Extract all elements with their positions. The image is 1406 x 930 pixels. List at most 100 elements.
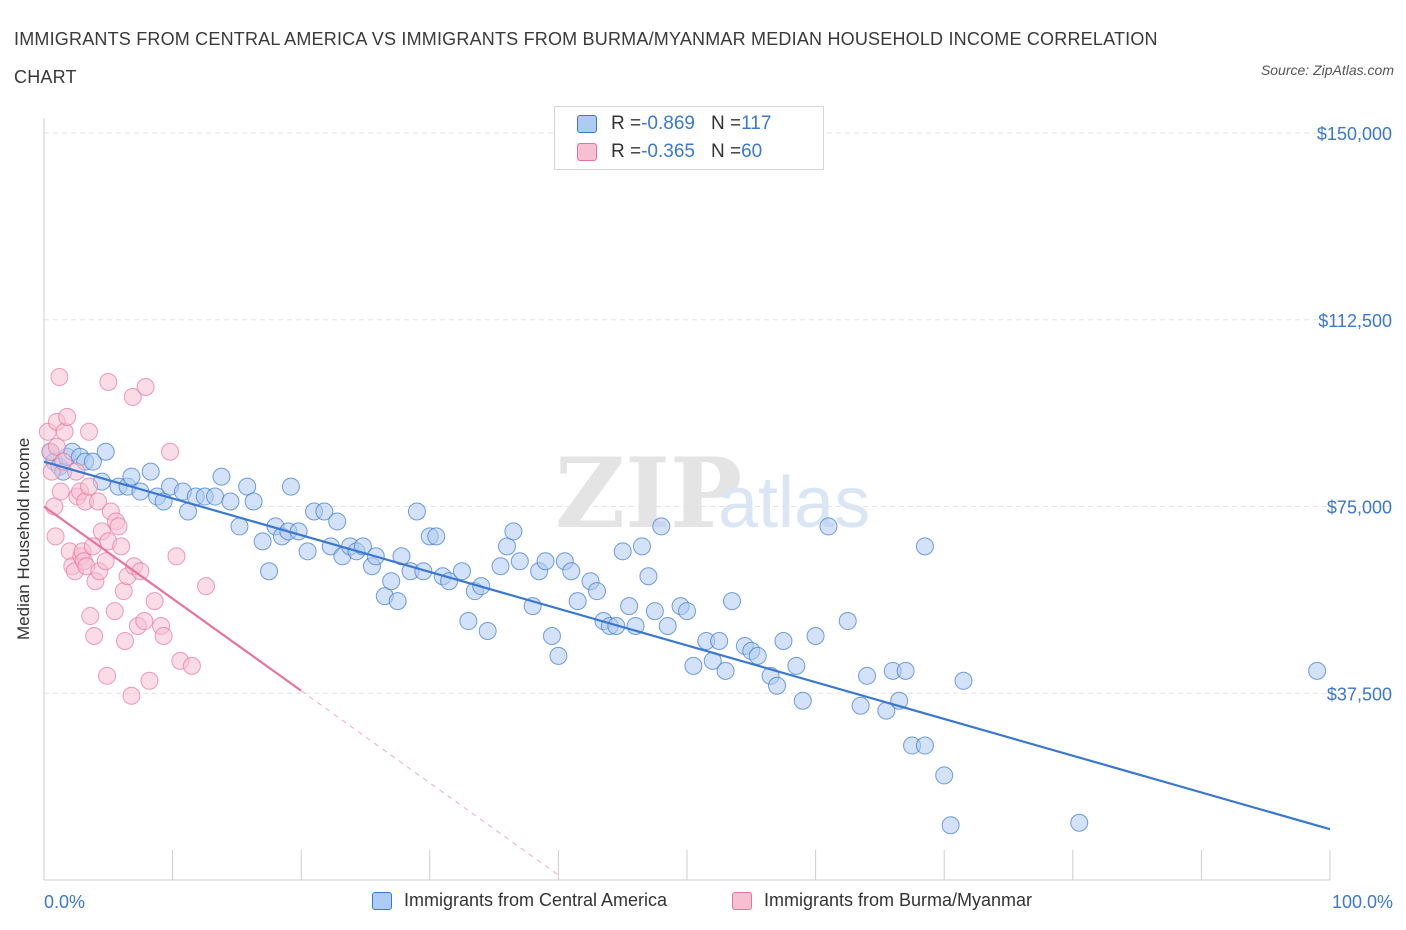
x-tick-label: 0.0% (44, 892, 85, 912)
point-central-america (710, 631, 729, 650)
point-burma (114, 582, 133, 601)
point-central-america (645, 602, 664, 621)
point-central-america (806, 626, 825, 645)
point-central-america (954, 671, 973, 690)
legend-n-label: N = (710, 113, 742, 134)
point-central-america (819, 517, 838, 536)
legend-row-burma: R = -0.365 N = 60 (577, 140, 762, 164)
point-burma (80, 477, 99, 496)
y-tick-label: $150,000 (1317, 124, 1392, 144)
y-tick-label: $37,500 (1327, 684, 1392, 704)
point-central-america (915, 537, 934, 556)
point-central-america (281, 477, 300, 496)
point-central-america (716, 661, 735, 680)
correlation-legend: R = -0.869 N = 117 R = -0.365 N = 60 (554, 106, 824, 170)
legend-n-value: 117 (741, 113, 772, 134)
point-central-america (478, 622, 497, 640)
point-central-america (504, 522, 523, 541)
point-central-america (678, 602, 696, 621)
legend-item-burma: Immigrants from Burma/Myanmar (732, 890, 1032, 911)
point-central-america (238, 477, 257, 496)
trend-line-burma (43, 505, 302, 692)
x-tick-label: 100.0% (1332, 892, 1393, 912)
point-burma (197, 577, 216, 596)
point-central-america (935, 766, 954, 785)
point-central-america (83, 452, 102, 471)
y-tick-label: $112,500 (1318, 311, 1392, 331)
point-central-america (491, 557, 510, 576)
point-central-america (723, 592, 742, 611)
point-central-america (774, 631, 793, 650)
point-burma (131, 562, 150, 581)
point-central-america (542, 626, 561, 645)
point-central-america (613, 542, 632, 561)
point-central-america (793, 691, 812, 710)
point-central-america (141, 462, 160, 481)
point-central-america (787, 656, 806, 675)
y-axis-label: Median Household Income (14, 437, 33, 640)
point-central-america (388, 592, 407, 611)
legend-r-label: R = (611, 141, 642, 162)
point-burma (85, 626, 104, 645)
point-central-america (639, 567, 658, 586)
legend-swatch-blue (372, 891, 392, 910)
point-central-america (382, 572, 401, 591)
point-burma (140, 671, 159, 690)
point-central-america (896, 661, 915, 680)
point-central-america (407, 502, 426, 521)
point-burma (136, 377, 155, 396)
point-central-america (497, 537, 516, 556)
point-burma (122, 686, 141, 705)
trend-line-central-america (43, 460, 1331, 831)
point-central-america (941, 816, 960, 835)
point-central-america (452, 562, 471, 581)
point-burma (58, 407, 77, 426)
legend-item-central-america: Immigrants from Central America (372, 890, 667, 911)
point-burma (50, 368, 69, 387)
point-burma (98, 666, 117, 685)
point-central-america (768, 676, 787, 695)
point-central-america (587, 582, 606, 601)
legend-r-value: -0.365 (641, 141, 695, 162)
point-burma (161, 442, 180, 461)
point-burma (112, 537, 131, 556)
point-central-america (536, 552, 555, 571)
point-central-america (748, 646, 767, 665)
point-burma (89, 492, 108, 511)
source-label: Source: ZipAtlas.com (1260, 62, 1394, 78)
series-legend: Immigrants from Central America Immigran… (0, 888, 1406, 916)
legend-label: Immigrants from Central America (404, 890, 668, 910)
point-central-america (206, 487, 225, 506)
point-central-america (632, 537, 651, 556)
point-central-america (253, 532, 272, 551)
point-burma (105, 602, 124, 621)
point-central-america (459, 612, 478, 631)
point-central-america (658, 617, 677, 636)
point-burma (123, 387, 142, 406)
point-burma (99, 373, 118, 391)
point-central-america (838, 612, 857, 631)
chart-title: IMMIGRANTS FROM CENTRAL AMERICA VS IMMIG… (14, 29, 1158, 87)
point-central-america (96, 442, 115, 461)
y-tick-label: $75,000 (1327, 498, 1392, 518)
point-central-america (684, 656, 703, 675)
watermark-zip: ZIP (555, 437, 742, 550)
point-central-america (652, 517, 671, 536)
point-burma (51, 482, 70, 501)
point-central-america (427, 527, 446, 546)
point-central-america (510, 552, 529, 571)
point-central-america (858, 666, 877, 685)
point-burma (46, 527, 65, 546)
legend-r-label: R = (611, 113, 642, 134)
point-central-america (298, 542, 317, 561)
point-burma (47, 437, 66, 456)
point-central-america (851, 696, 870, 715)
point-central-america (562, 562, 581, 581)
legend-n-label: N = (710, 141, 742, 162)
point-burma (96, 552, 115, 571)
legend-n-value: 60 (741, 141, 763, 162)
point-central-america (244, 492, 263, 511)
point-central-america (568, 592, 587, 611)
legend-swatch-pink (577, 143, 597, 161)
